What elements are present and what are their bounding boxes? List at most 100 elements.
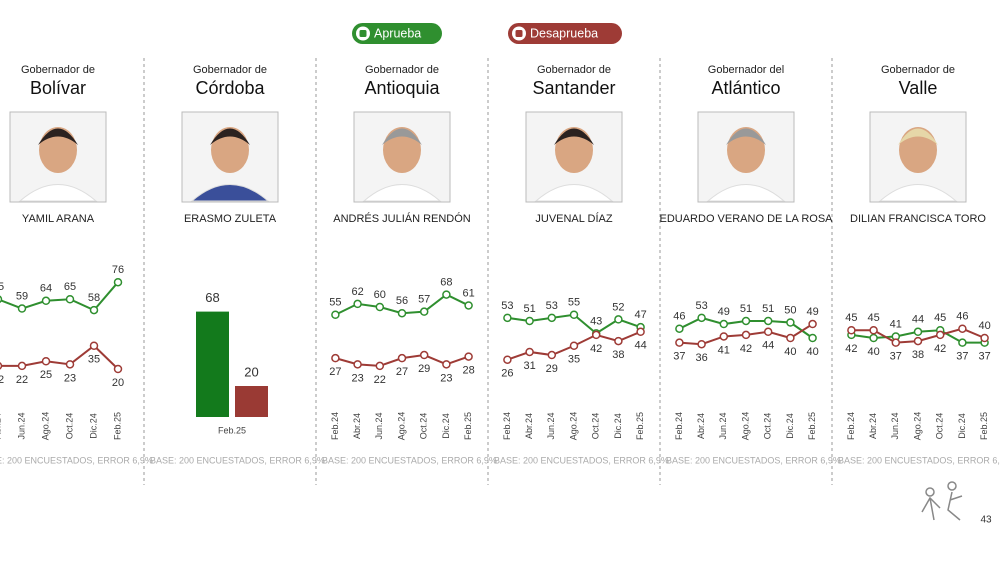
value-label: 42 bbox=[845, 343, 857, 355]
value-label: 31 bbox=[523, 360, 535, 372]
value-label: 40 bbox=[806, 346, 818, 358]
value-label: 68 bbox=[205, 290, 219, 305]
point bbox=[331, 310, 340, 319]
person-name: ERASMO ZULETA bbox=[184, 213, 277, 225]
value-label: 64 bbox=[40, 283, 52, 295]
person-name: ANDRÉS JULIÁN RENDÓN bbox=[333, 212, 471, 225]
x-tick-label: Ago.24 bbox=[912, 412, 922, 441]
value-label: 51 bbox=[523, 303, 535, 315]
photo-face bbox=[555, 127, 593, 173]
value-label: 61 bbox=[462, 287, 474, 299]
point bbox=[503, 355, 512, 364]
value-label: 29 bbox=[546, 363, 558, 375]
panel-subtitle: Gobernador de bbox=[365, 64, 439, 76]
value-label: 57 bbox=[418, 294, 430, 306]
x-tick-label: Oct.24 bbox=[763, 413, 773, 440]
photo-face bbox=[211, 127, 249, 173]
point bbox=[935, 330, 945, 340]
value-label: 60 bbox=[374, 289, 386, 301]
photo-hair bbox=[210, 128, 250, 145]
photo-hair bbox=[382, 128, 422, 145]
value-label: 76 bbox=[112, 264, 124, 276]
x-tick-label: Feb.25 bbox=[635, 412, 645, 440]
value-label: 35 bbox=[88, 354, 100, 366]
value-label: 41 bbox=[718, 344, 730, 356]
x-tick-label: Dic.24 bbox=[613, 413, 623, 439]
point bbox=[741, 330, 751, 340]
value-label: 42 bbox=[590, 343, 602, 355]
point bbox=[547, 313, 557, 323]
person-name: DILIAN FRANCISCA TORO bbox=[850, 213, 986, 225]
value-label: 68 bbox=[440, 277, 452, 289]
x-tick-label: Jun.24 bbox=[374, 412, 384, 439]
legend-label: Aprueba bbox=[374, 26, 421, 40]
value-label: 50 bbox=[784, 304, 796, 316]
point bbox=[869, 326, 878, 335]
panel-subtitle: Gobernador de bbox=[21, 64, 95, 76]
x-tick-label: Feb.24 bbox=[502, 412, 512, 440]
base-note: BASE: 200 ENCUESTADOS, ERROR 6,9% bbox=[150, 455, 325, 465]
point bbox=[614, 315, 623, 324]
base-note: BASE: 200 ENCUESTADOS, ERROR 6,9% bbox=[666, 455, 841, 465]
photo-face bbox=[39, 127, 77, 173]
value-label: 53 bbox=[501, 300, 513, 312]
point bbox=[525, 316, 534, 326]
point bbox=[464, 301, 473, 310]
value-label: 23 bbox=[64, 372, 76, 384]
point bbox=[697, 313, 706, 323]
legend-icon-thumb bbox=[515, 30, 523, 37]
point bbox=[41, 357, 51, 366]
point bbox=[41, 296, 51, 306]
point bbox=[375, 361, 385, 371]
x-tick-label: Dic.24 bbox=[785, 413, 795, 439]
point bbox=[591, 330, 601, 340]
point bbox=[503, 313, 512, 323]
page-number: 43 bbox=[980, 515, 992, 526]
value-label: 43 bbox=[590, 315, 602, 327]
series-line bbox=[0, 281, 119, 312]
bar bbox=[196, 311, 229, 417]
point bbox=[0, 362, 3, 370]
value-label: 53 bbox=[695, 300, 707, 312]
legend-pill bbox=[352, 23, 442, 44]
value-label: 38 bbox=[912, 349, 924, 361]
value-label: 45 bbox=[845, 312, 857, 324]
person-name: YAMIL ARANA bbox=[22, 213, 95, 225]
point bbox=[719, 332, 729, 341]
point bbox=[869, 333, 878, 343]
base-note: BASE: 200 ENCUESTADOS, ERROR 6,9% bbox=[322, 455, 497, 465]
value-label: 22 bbox=[374, 374, 386, 386]
base-note: BASE: 200 ENCUESTADOS, ERROR 6,9% bbox=[838, 455, 1000, 465]
point bbox=[763, 316, 773, 326]
point bbox=[17, 304, 27, 313]
value-label: 28 bbox=[462, 365, 474, 377]
point bbox=[763, 327, 773, 337]
x-tick-label: Feb.25 bbox=[807, 412, 817, 440]
logo bbox=[921, 481, 963, 521]
value-label: 45 bbox=[934, 312, 946, 324]
x-tick-label: Feb.25 bbox=[218, 425, 246, 435]
point bbox=[786, 333, 795, 343]
x-tick-label: Feb.25 bbox=[979, 412, 989, 440]
value-label: 38 bbox=[612, 349, 624, 361]
point bbox=[636, 327, 645, 337]
point bbox=[808, 333, 817, 343]
value-label: 37 bbox=[978, 351, 990, 363]
point bbox=[113, 364, 123, 374]
x-tick-label: Oct.24 bbox=[419, 413, 429, 440]
x-tick-label: Feb.24 bbox=[674, 412, 684, 440]
point bbox=[331, 353, 340, 363]
point bbox=[569, 341, 579, 350]
value-label: 58 bbox=[88, 292, 100, 304]
point bbox=[353, 360, 362, 369]
value-label: 55 bbox=[329, 297, 341, 309]
x-tick-label: Ago.24 bbox=[568, 412, 578, 441]
point bbox=[113, 277, 123, 287]
value-label: 56 bbox=[396, 295, 408, 307]
value-label: 44 bbox=[762, 340, 774, 352]
point bbox=[958, 324, 967, 333]
legend-label: Desaprueba bbox=[530, 26, 598, 40]
value-label: 20 bbox=[112, 377, 124, 389]
panel-subtitle: Gobernador de bbox=[537, 64, 611, 76]
